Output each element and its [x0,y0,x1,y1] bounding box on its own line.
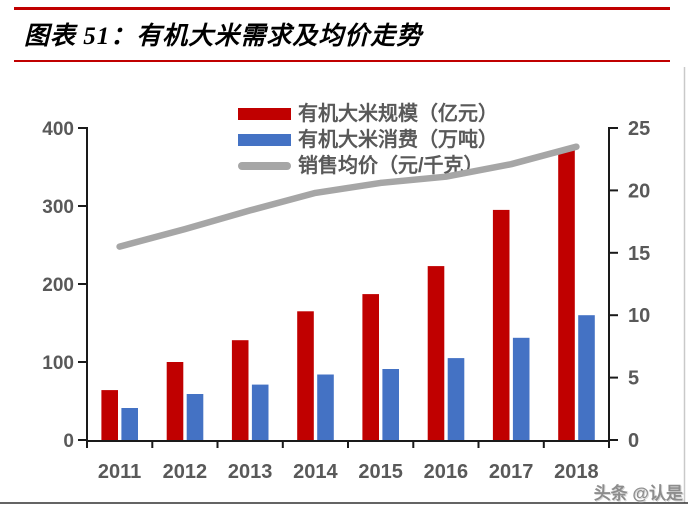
price-series-swatch-icon [238,161,291,170]
left-axis-tick-label: 300 [42,197,74,218]
bar-consumption-2018 [578,315,595,441]
bar-consumption-2012 [186,394,204,441]
bar-consumption-2011 [121,408,138,441]
x-tick-label: 2015 [358,461,403,483]
x-tick-label: 2018 [554,461,599,483]
left-axis-tick-label: 400 [42,119,74,140]
consumption-series-swatch-icon [238,133,291,146]
right-axis-tick-label: 10 [628,305,650,327]
legend-label-scale: 有机大米规模（亿元） [298,102,498,125]
bar-scale-2018 [558,149,575,441]
x-tick-label: 2017 [489,461,534,483]
legend-item-consumption: 有机大米消费（万吨） [238,127,498,152]
bar-consumption-2015 [382,369,399,441]
bar-scale-2014 [297,311,314,441]
figure-title: 图表 51：有机大米需求及均价走势 [24,23,423,50]
right-axis-tick-label: 0 [628,430,639,452]
x-tick-label: 2014 [293,461,338,483]
header-rule-top [14,7,670,10]
header-rule-bottom [14,60,670,62]
x-tick-label: 2012 [163,461,208,483]
bar-consumption-2013 [251,384,269,441]
right-axis-tick-label: 25 [628,118,650,140]
bar-scale-2011 [101,390,118,441]
x-tick-label: 2013 [228,461,273,483]
x-tick-label: 2011 [98,461,141,483]
bar-consumption-2014 [317,374,334,441]
bar-scale-2013 [231,340,249,441]
bar-consumption-2016 [447,358,465,441]
watermark: 头条 @认是 [593,484,683,503]
legend-label-consumption: 有机大米消费（万吨） [298,128,498,151]
right-axis-tick-label: 5 [628,368,639,390]
bar-scale-2016 [427,266,445,441]
legend-item-scale: 有机大米规模（亿元） [238,101,498,126]
legend-label-price: 销售均价（元/千克） [298,154,484,177]
chart-legend: 有机大米规模（亿元） 有机大米消费（万吨） 销售均价（元/千克） [238,101,498,179]
price-line [116,143,580,250]
scale-series-swatch-icon [238,107,291,120]
x-tick-label: 2016 [424,461,469,483]
right-axis-tick-label: 15 [628,243,650,265]
bar-consumption-2017 [512,337,530,441]
left-axis-tick-label: 200 [42,275,74,296]
legend-item-price: 销售均价（元/千克） [238,153,498,178]
left-axis-tick-label: 0 [63,431,74,452]
left-axis-tick-label: 100 [42,353,74,374]
bar-scale-2015 [362,294,379,441]
bar-scale-2012 [166,362,184,441]
bar-scale-2017 [492,209,510,441]
right-axis-tick-label: 20 [628,180,650,202]
